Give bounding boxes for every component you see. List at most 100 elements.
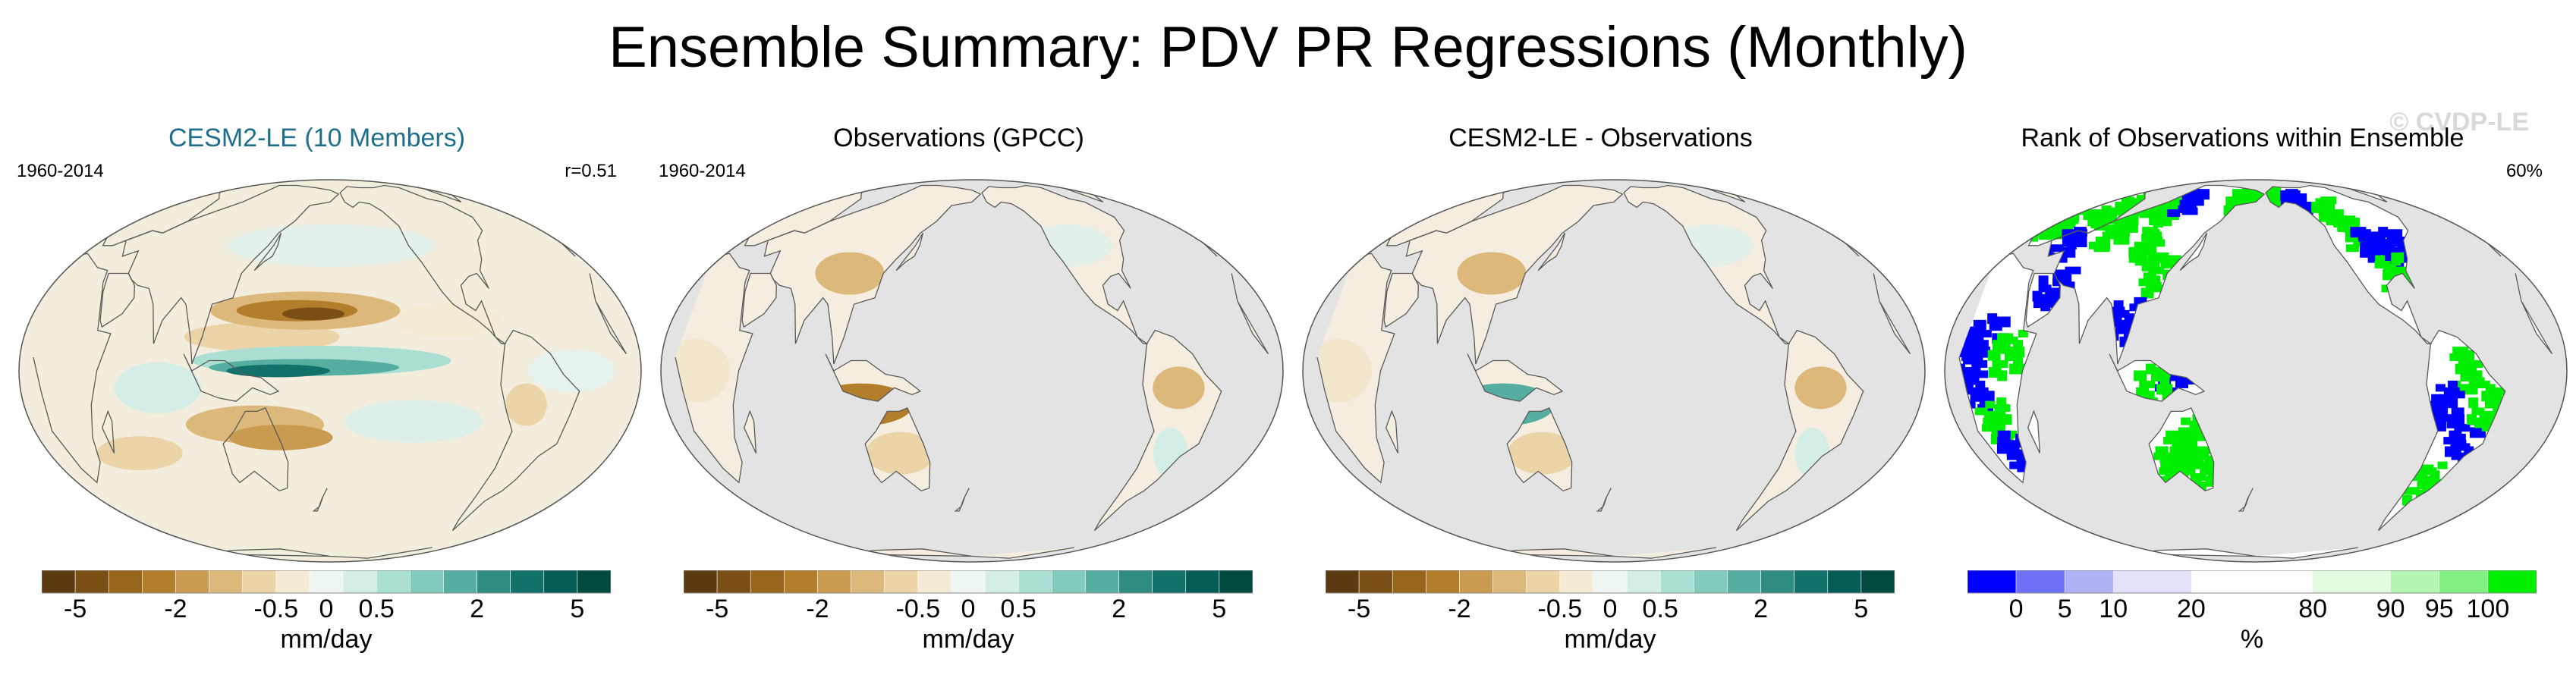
colorbar-svg: 0 5 10 20 80 90 95 100 (1967, 570, 2537, 623)
coastline-australia (222, 407, 289, 491)
rank-cell (2456, 384, 2467, 392)
rank-cell (2181, 443, 2192, 451)
rank-cell (2435, 384, 2445, 392)
colorbar-swatch (2439, 570, 2489, 594)
colorbar-svg: -5 -2 -0.5 0 0.5 2 5 (42, 570, 611, 623)
rank-cell (2121, 196, 2134, 205)
coastline-asia (121, 184, 340, 365)
rank-cell (2146, 363, 2156, 375)
dry-core-north-center (282, 307, 345, 321)
colorbar-tick-label: 5 (570, 595, 584, 623)
rank-cell (2168, 203, 2178, 212)
rank-cell (2118, 209, 2129, 218)
rank-cell (2337, 224, 2351, 233)
rank-cell (2139, 380, 2156, 388)
map-panel-4: Rank of Observations within Ensemble 60% (1926, 106, 2568, 563)
rank-cell (2241, 190, 2254, 199)
wet-band-center (226, 364, 330, 378)
map-panel-2: Observations (GPCC) 1960-2014 (642, 106, 1284, 563)
rank-cell (2150, 373, 2164, 381)
rank-cell (1979, 397, 1989, 406)
rank-cell (2382, 239, 2398, 247)
colorbar-units: % (2240, 625, 2264, 654)
colorbar-swatch (409, 570, 444, 594)
rank-cell (2013, 340, 2024, 348)
rank-cell (2437, 461, 2448, 469)
coastline-australia (864, 407, 931, 491)
coastline-samerica (1093, 329, 1222, 532)
rank-cell (2113, 234, 2130, 245)
coastline-asia (2047, 184, 2266, 365)
coastline-madagascar (2027, 410, 2041, 453)
dry-core-south (228, 425, 333, 450)
coastline-madagascar (743, 410, 757, 453)
rank-cell (2178, 205, 2188, 213)
colorbar-4: 0 5 10 20 80 90 95 100% (1967, 570, 2537, 661)
rank-cell (2159, 252, 2169, 263)
rank-cell (1970, 394, 1983, 402)
rank-cell (2345, 244, 2359, 253)
colorbar-tick-label: -2 (164, 595, 187, 623)
colorbar-swatch (1559, 570, 1594, 594)
rank-cell (2167, 470, 2184, 479)
colorbar-tick-label: 2 (1112, 595, 1126, 623)
rank-cell (2207, 470, 2218, 479)
rank-cell (2479, 229, 2493, 237)
map-outline (1944, 179, 2568, 563)
colorbar-tick-label: 0 (961, 595, 976, 623)
rank-cell (2129, 303, 2140, 312)
colorbar-swatch (275, 570, 310, 594)
rank-cell (2468, 397, 2479, 409)
rank-cell (2032, 290, 2043, 302)
rank-cell (1978, 370, 1989, 378)
colorbar-tick-label: 5 (2058, 595, 2072, 623)
rank-cell (2360, 241, 2370, 249)
colorbar-tick-label: 20 (2177, 595, 2206, 623)
colorbar-swatch (1459, 570, 1493, 594)
coastline-nz (2238, 488, 2254, 512)
coastline-japan (253, 232, 282, 271)
rank-cell (2128, 198, 2142, 206)
colorbar-swatch (1492, 570, 1527, 594)
anomaly-australia (1508, 432, 1577, 475)
rank-cell (1993, 410, 2006, 422)
rank-cell (2396, 237, 2407, 245)
rank-cell (2134, 258, 2151, 266)
rank-cell (2382, 249, 2392, 258)
coastline-indonesia (825, 353, 922, 402)
wet-anomaly-atlantic (528, 350, 615, 392)
colorbar-tick-label: 80 (2298, 595, 2327, 623)
rank-cell (2172, 449, 2185, 457)
rank-cell (1988, 367, 2002, 378)
rank-cell (2467, 414, 2477, 425)
colorbar-swatch (42, 570, 76, 594)
rank-cell (1959, 367, 1970, 375)
rank-cell (2109, 306, 2125, 315)
rank-cell (1984, 410, 1995, 419)
coastline-samerica (451, 329, 580, 532)
colorbar-swatch (108, 570, 143, 594)
rank-cell (2093, 209, 2109, 218)
coastline-australia (1506, 407, 1573, 491)
rank-cell (2013, 356, 2024, 365)
colorbar-swatch (917, 570, 952, 594)
rank-cell (1997, 437, 2008, 445)
rank-cell (2232, 189, 2245, 197)
coastline-japan (895, 232, 924, 271)
panel-period: 1960-2014 (17, 161, 104, 181)
rank-cell (2128, 246, 2145, 258)
colorbar-swatch (1118, 570, 1153, 594)
colorbar-swatch (242, 570, 277, 594)
rank-cell (1992, 340, 2005, 351)
colorbar-tick-label: 2 (1754, 595, 1768, 623)
rank-cell (2460, 373, 2471, 381)
anomaly-amazon (1794, 366, 1847, 410)
colorbar-swatch (1392, 570, 1426, 594)
anomaly-china (815, 252, 885, 295)
rank-cell (1971, 360, 1988, 369)
rank-cell (2125, 215, 2138, 224)
rank-cell (2147, 252, 2161, 260)
panel-title: Rank of Observations within Ensemble (2021, 124, 2464, 152)
rank-cell (2188, 449, 2204, 457)
rank-cell (2147, 237, 2163, 245)
